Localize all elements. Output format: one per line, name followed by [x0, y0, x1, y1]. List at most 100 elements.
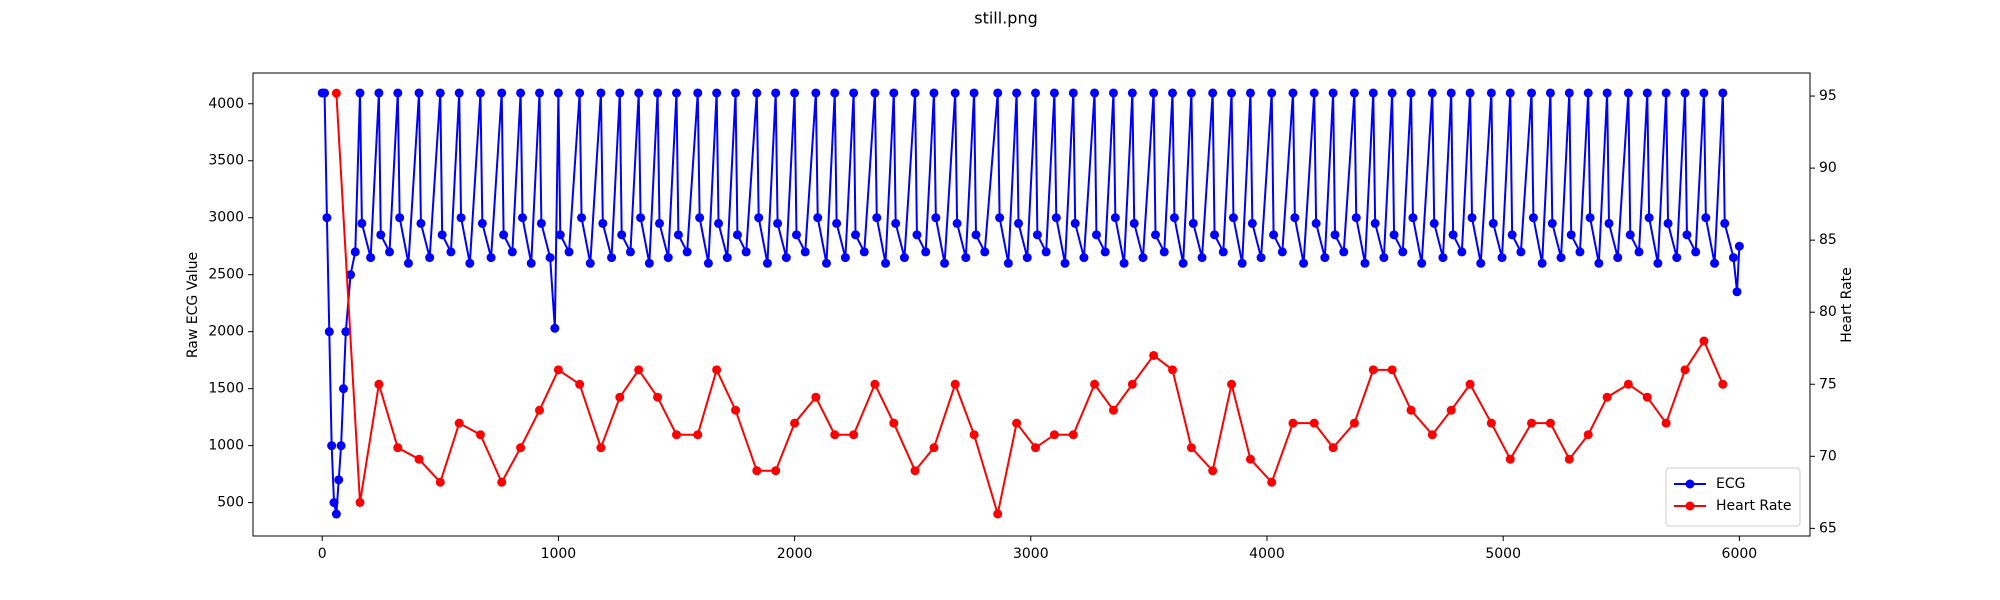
point [465, 258, 475, 268]
point [1699, 336, 1709, 346]
point [1108, 405, 1118, 415]
point [1488, 218, 1498, 228]
point [615, 88, 625, 98]
point [1718, 379, 1728, 389]
point [1110, 213, 1120, 223]
point [1537, 258, 1547, 268]
point [773, 218, 783, 228]
point [1680, 88, 1690, 98]
point [771, 466, 781, 476]
point [1545, 418, 1555, 428]
x-tick-label: 0 [318, 546, 327, 562]
point [598, 218, 608, 228]
point [849, 430, 859, 440]
point [477, 218, 487, 228]
point [564, 247, 574, 257]
point [1398, 247, 1408, 257]
point [1349, 418, 1359, 428]
y-tick-label: 1500 [208, 381, 244, 397]
point [722, 253, 732, 263]
point [1368, 88, 1378, 98]
point [693, 430, 703, 440]
point [830, 88, 840, 98]
point [1068, 88, 1078, 98]
point [790, 88, 800, 98]
point [1642, 88, 1652, 98]
point [1138, 253, 1148, 263]
point [929, 88, 939, 98]
point [840, 253, 850, 263]
y2-tick-label: 85 [1819, 232, 1837, 248]
point [1178, 258, 1188, 268]
point [1457, 247, 1467, 257]
x-tick-label: 4000 [1249, 546, 1285, 562]
point [334, 475, 344, 485]
point [1129, 218, 1139, 228]
point [596, 443, 606, 453]
point [1625, 230, 1635, 240]
point [1602, 392, 1612, 402]
y-tick-label: 4000 [208, 96, 244, 112]
point [1328, 88, 1338, 98]
point [1012, 88, 1022, 98]
y-tick-label: 3500 [208, 153, 244, 169]
point [969, 430, 979, 440]
point [811, 88, 821, 98]
point [790, 418, 800, 428]
point [1486, 418, 1496, 428]
point [1566, 230, 1576, 240]
point [1604, 218, 1614, 228]
point [1710, 258, 1720, 268]
point [1556, 253, 1566, 263]
chart-title: still.png [974, 9, 1037, 28]
point [940, 258, 950, 268]
point [1594, 258, 1604, 268]
point [393, 443, 403, 453]
point [553, 88, 563, 98]
point [1227, 379, 1237, 389]
point [663, 253, 673, 263]
point [526, 258, 536, 268]
point [376, 230, 386, 240]
point [1728, 253, 1738, 263]
point [355, 88, 365, 98]
point [545, 253, 555, 263]
point [403, 258, 413, 268]
point [1583, 88, 1593, 98]
point [1465, 88, 1475, 98]
point [1218, 247, 1228, 257]
point [1349, 88, 1359, 98]
y2-tick-label: 90 [1819, 160, 1837, 176]
point [1527, 88, 1537, 98]
point [1328, 443, 1338, 453]
y2-tick-label: 70 [1819, 448, 1837, 464]
point [653, 392, 663, 402]
point [1256, 253, 1266, 263]
point [1585, 213, 1595, 223]
y2-tick-label: 75 [1819, 376, 1837, 392]
legend-label: ECG [1716, 476, 1745, 492]
point [731, 88, 741, 98]
point [516, 88, 526, 98]
point [1169, 213, 1179, 223]
point [550, 323, 560, 333]
point [1060, 258, 1070, 268]
point [1320, 253, 1330, 263]
point [625, 247, 635, 257]
point [971, 230, 981, 240]
point [346, 270, 356, 280]
point [1467, 213, 1477, 223]
point [1564, 88, 1574, 98]
y-tick-label: 500 [217, 495, 244, 511]
point [1663, 218, 1673, 228]
point [1151, 230, 1161, 240]
point [1031, 443, 1041, 453]
point [1149, 88, 1159, 98]
point [1486, 88, 1496, 98]
point [435, 477, 445, 487]
point [695, 213, 705, 223]
point [1701, 213, 1711, 223]
point [1149, 350, 1159, 360]
point [634, 88, 644, 98]
point [644, 258, 654, 268]
